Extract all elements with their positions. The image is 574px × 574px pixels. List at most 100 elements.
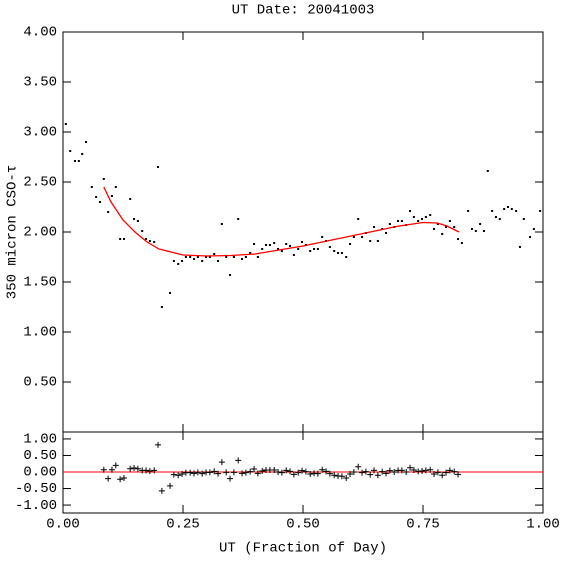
residual-point — [151, 467, 158, 474]
residual-point — [386, 467, 393, 474]
residual-point — [167, 482, 174, 489]
residual-point — [235, 457, 242, 464]
data-point — [85, 141, 88, 143]
residual-point — [398, 467, 405, 474]
data-point — [491, 210, 494, 212]
data-point — [441, 233, 444, 235]
data-point — [110, 195, 113, 197]
residual-point — [287, 468, 294, 475]
data-point — [177, 263, 180, 265]
data-point — [193, 258, 196, 260]
data-point — [433, 228, 436, 230]
data-point — [217, 260, 220, 262]
chart-title: UT Date: 20041003 — [232, 3, 375, 19]
data-point — [81, 153, 84, 155]
data-point — [69, 150, 72, 152]
data-point — [460, 242, 463, 244]
data-point — [265, 244, 268, 246]
data-point — [424, 216, 427, 218]
residual-point — [410, 467, 417, 474]
data-point — [98, 201, 101, 203]
residual-point — [108, 466, 115, 473]
data-point — [313, 248, 316, 250]
residual-point — [331, 472, 338, 479]
y-tick-label: 2.00 — [23, 225, 57, 241]
data-point — [297, 248, 300, 250]
data-point — [518, 246, 521, 248]
data-point — [429, 214, 432, 216]
residual-point — [179, 470, 186, 477]
residual-point — [134, 465, 141, 472]
residual-point — [359, 469, 366, 476]
data-point — [409, 210, 412, 212]
residual-point — [230, 469, 237, 476]
residual-point — [194, 469, 201, 476]
data-point — [369, 240, 372, 242]
residual-point — [295, 469, 302, 476]
y-tick-label: 1.00 — [23, 325, 57, 341]
data-point — [122, 238, 125, 240]
residual-point — [307, 470, 314, 477]
data-point — [107, 211, 110, 213]
data-point — [474, 230, 477, 232]
residual-point — [199, 470, 206, 477]
data-point — [328, 246, 331, 248]
residual-point — [223, 469, 230, 476]
data-point — [268, 244, 271, 246]
data-point — [102, 178, 105, 180]
data-point — [316, 248, 319, 250]
data-point — [337, 252, 340, 254]
data-point — [494, 216, 497, 218]
data-point — [201, 260, 204, 262]
residual-point — [283, 467, 290, 474]
data-point — [280, 250, 283, 252]
data-point — [445, 226, 448, 228]
data-point — [148, 240, 151, 242]
data-point — [292, 254, 295, 256]
residual-point — [326, 470, 333, 477]
data-point — [309, 250, 312, 252]
data-point — [349, 243, 352, 245]
y-tick-label: 3.50 — [23, 75, 57, 91]
residual-point — [215, 470, 222, 477]
data-point — [457, 238, 460, 240]
data-point — [376, 240, 379, 242]
data-point — [448, 220, 451, 222]
data-point — [184, 256, 187, 258]
residual-point — [302, 468, 309, 475]
data-point — [539, 210, 542, 212]
residual-point — [278, 469, 285, 476]
data-point — [133, 218, 136, 220]
data-point — [232, 256, 235, 258]
residual-point — [218, 459, 225, 466]
residual-point — [206, 469, 213, 476]
residual-point — [455, 471, 462, 478]
data-point — [486, 170, 489, 172]
data-point — [136, 220, 139, 222]
residual-point — [275, 469, 282, 476]
residual-point — [143, 467, 150, 474]
residual-point — [120, 474, 127, 481]
residual-point — [175, 472, 182, 479]
y-tick-label: -1.00 — [15, 498, 57, 514]
data-point — [345, 256, 348, 258]
residual-point — [383, 470, 390, 477]
data-point — [261, 248, 264, 250]
data-point — [532, 228, 535, 230]
data-point — [213, 253, 216, 255]
residual-point — [362, 468, 369, 475]
data-point — [400, 220, 403, 222]
y-tick-label: 0.50 — [23, 375, 57, 391]
data-point — [529, 236, 532, 238]
residual-point — [254, 470, 261, 477]
data-point — [196, 256, 199, 258]
residual-point — [299, 467, 306, 474]
data-point — [220, 223, 223, 225]
data-point — [467, 210, 470, 212]
data-point — [114, 186, 117, 188]
data-point — [503, 208, 506, 210]
residual-point — [439, 472, 446, 479]
y-tick-label: 1.00 — [23, 432, 57, 448]
data-point — [397, 220, 400, 222]
